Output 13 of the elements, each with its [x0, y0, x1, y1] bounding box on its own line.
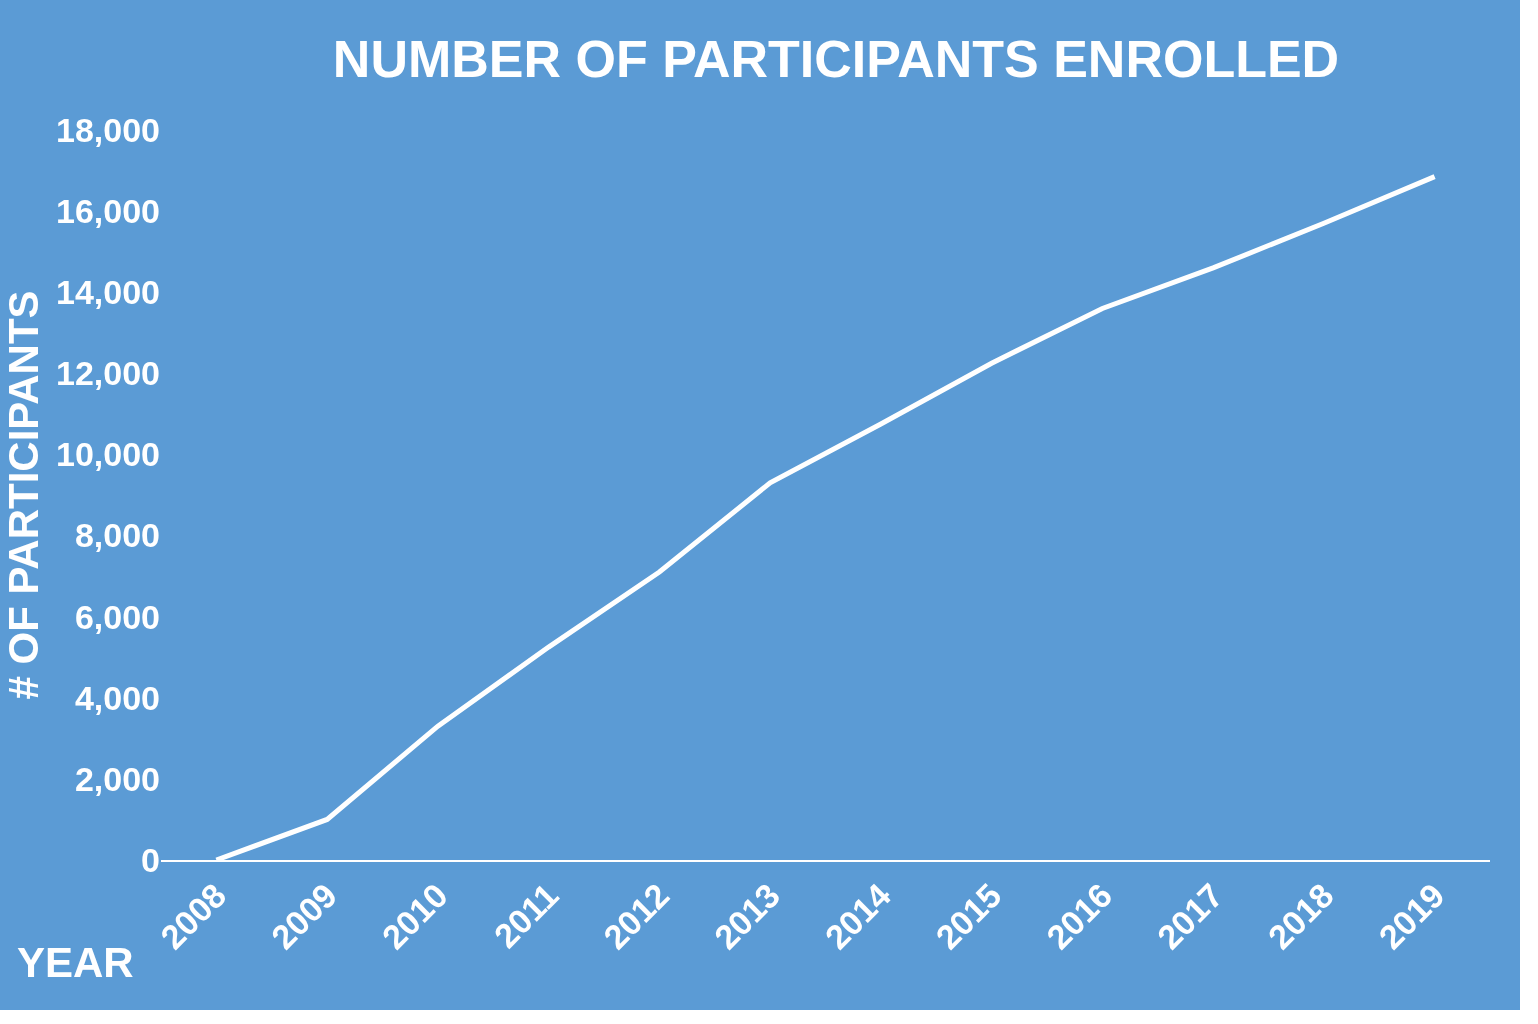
y-tick-label: 6,000 [74, 597, 160, 636]
y-tick-label: 8,000 [74, 516, 160, 555]
y-tick-label: 4,000 [74, 678, 160, 717]
chart-title: NUMBER OF PARTICIPANTS ENROLLED [332, 29, 1340, 88]
y-tick-label: 16,000 [56, 192, 160, 231]
y-axis-title: # OF PARTICIPANTS [0, 290, 47, 700]
y-tick-label: 18,000 [56, 110, 160, 149]
y-tick-label: 10,000 [56, 435, 160, 474]
y-tick-label: 12,000 [56, 354, 160, 393]
y-tick-label: 2,000 [74, 759, 160, 798]
y-tick-label: 14,000 [56, 273, 160, 312]
x-axis-title: YEAR [17, 939, 134, 986]
y-tick-label: 0 [141, 840, 160, 879]
